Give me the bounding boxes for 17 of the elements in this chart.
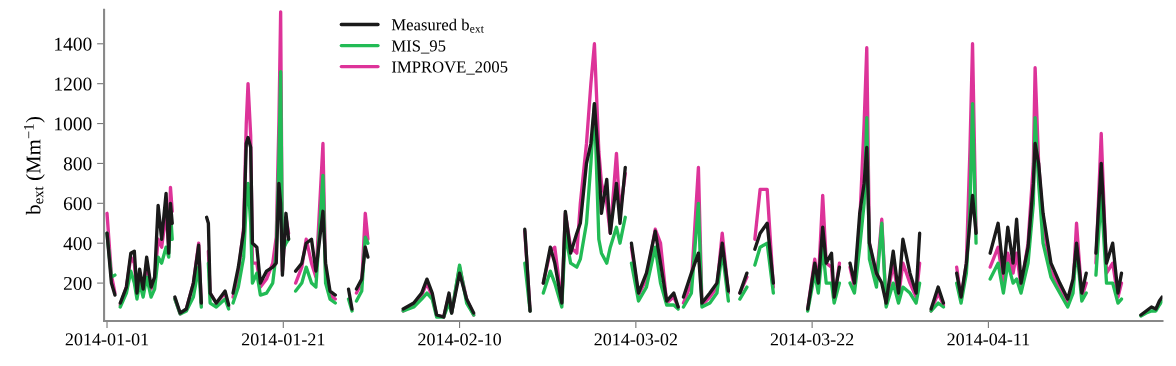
x-tick-label: 2014-01-21 xyxy=(241,333,325,346)
x-tick-label: 2014-04-11 xyxy=(947,333,1030,346)
y-tick-label: 1400 xyxy=(55,37,92,51)
x-tick-label: 2014-02-10 xyxy=(418,333,502,346)
y-tick-label: 1200 xyxy=(55,77,92,91)
x-tick-label: 2014-03-22 xyxy=(770,333,854,346)
y-tick-label: 400 xyxy=(63,237,92,251)
y-tick-label: 1000 xyxy=(55,117,92,131)
y-tick-label: 800 xyxy=(63,157,92,171)
y-tick-label: 600 xyxy=(63,197,92,211)
legend-label: Measured b$_{ext}$ xyxy=(391,18,484,33)
y-axis-title: b$_{ext}$ (Mm$^{−1}$) xyxy=(24,116,45,215)
legend-label: IMPROVE_2005 xyxy=(391,61,508,75)
legend-label: MIS_95 xyxy=(391,40,446,54)
x-tick-label: 2014-03-02 xyxy=(594,333,677,346)
x-tick-label: 2014-01-01 xyxy=(65,333,149,346)
y-tick-label: 200 xyxy=(63,276,92,291)
